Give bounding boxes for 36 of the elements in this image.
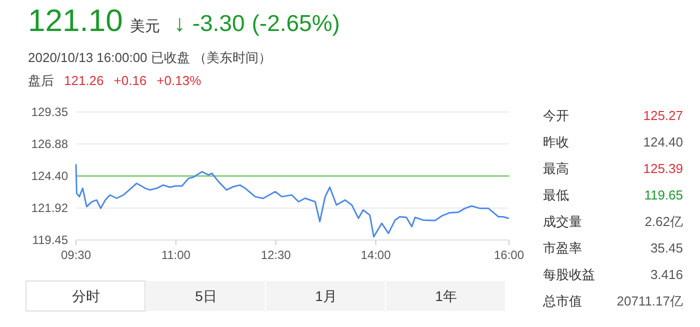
text: 124.40 bbox=[643, 134, 683, 150]
y-tick-label: 121.92 bbox=[31, 201, 68, 216]
y-tick-label: 126.88 bbox=[31, 136, 68, 151]
text: 市盈率 bbox=[543, 240, 582, 256]
text: +0.16 bbox=[114, 73, 147, 88]
text: 121.26 bbox=[64, 73, 104, 88]
text: 盘后 bbox=[28, 73, 54, 88]
y-tick-label: 119.45 bbox=[32, 233, 68, 247]
text: 125.27 bbox=[643, 108, 683, 123]
chart-title: 121.10 美元 ↓ -3.30 (-2.65%) bbox=[28, 3, 340, 38]
text: +0.13% bbox=[156, 73, 202, 88]
x-tick-label: 11:00 bbox=[161, 248, 191, 262]
text: 昨收 bbox=[543, 134, 569, 150]
x-tick-label: 12:30 bbox=[260, 248, 292, 262]
text: 最高 bbox=[543, 161, 569, 176]
text: 3.416 bbox=[650, 267, 683, 282]
text: 成交量 bbox=[543, 214, 582, 229]
text: 分时 bbox=[72, 288, 100, 304]
x-tick-label: 14:00 bbox=[360, 248, 392, 262]
chart-subtitle: 2020/10/13 16:00:00 已收盘 （美东时间） bbox=[28, 50, 272, 65]
text: 总市值 bbox=[542, 294, 582, 308]
text: 今开 bbox=[543, 108, 569, 123]
text: 125.39 bbox=[643, 161, 683, 176]
x-tick-label: 09:30 bbox=[60, 248, 92, 262]
y-tick-label: 124.40 bbox=[31, 169, 68, 183]
text: 20711.17亿 bbox=[616, 294, 683, 308]
x-tick-label: 16:00 bbox=[494, 248, 524, 262]
text: 119.65 bbox=[644, 188, 683, 202]
text: 最低 bbox=[543, 188, 569, 202]
text: 35.45 bbox=[650, 240, 683, 256]
y-tick-label: 129.35 bbox=[31, 105, 68, 119]
text: 每股收益 bbox=[543, 267, 595, 282]
text: 1年 bbox=[435, 288, 457, 304]
text: 1月 bbox=[315, 288, 337, 304]
text: 5日 bbox=[195, 288, 217, 304]
text: 2.62亿 bbox=[644, 214, 683, 229]
